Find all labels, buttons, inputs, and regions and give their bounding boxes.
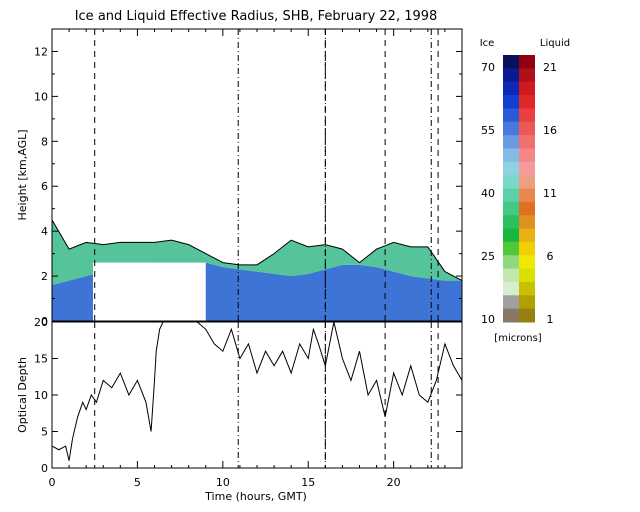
liquid-swatch-19 bbox=[519, 308, 535, 323]
liquid-tick-label-0: 21 bbox=[543, 61, 557, 74]
optical-depth-line bbox=[52, 322, 462, 461]
ice-tick-label-3: 25 bbox=[481, 250, 495, 263]
liquid-tick-label-3: 6 bbox=[547, 250, 554, 263]
ice-color-scale bbox=[503, 55, 519, 323]
ice-swatch-2 bbox=[503, 81, 519, 96]
ice-tick-label-0: 70 bbox=[481, 61, 495, 74]
x-axis-label: Time (hours, GMT) bbox=[204, 490, 307, 503]
top-y-tick-label-2: 4 bbox=[41, 225, 48, 238]
top-y-tick-label-1: 2 bbox=[41, 270, 48, 283]
bottom-y-axis: 0 5 10 15 20 bbox=[34, 316, 462, 475]
colorbar: Ice Liquid 70 55 40 25 10 21 16 11 6 1 [microns] bbox=[480, 38, 570, 344]
liquid-swatch-4 bbox=[519, 108, 535, 123]
ice-swatch-5 bbox=[503, 121, 519, 136]
liquid-swatch-10 bbox=[519, 188, 535, 203]
ice-swatch-9 bbox=[503, 175, 519, 189]
x-tick-label-0: 0 bbox=[49, 476, 56, 489]
top-y-axis: 0 2 4 6 8 10 12 bbox=[34, 28, 462, 328]
bottom-y-tick-label-0: 0 bbox=[41, 462, 48, 475]
ice-swatch-1 bbox=[503, 68, 519, 83]
top-y-tick-label-4: 8 bbox=[41, 135, 48, 148]
ice-swatch-0 bbox=[503, 55, 519, 69]
bottom-y-tick-label-4: 20 bbox=[34, 316, 48, 329]
ice-swatch-10 bbox=[503, 188, 519, 203]
x-tick-label-3: 15 bbox=[301, 476, 315, 489]
ice-swatch-4 bbox=[503, 108, 519, 123]
liquid-swatch-14 bbox=[519, 241, 535, 256]
ice-swatch-12 bbox=[503, 215, 519, 230]
bottom-y-axis-label: Optical Depth bbox=[16, 357, 29, 433]
ice-swatch-19 bbox=[503, 308, 519, 323]
liquid-swatch-5 bbox=[519, 121, 535, 136]
liquid-swatch-1 bbox=[519, 68, 535, 83]
liquid-swatch-17 bbox=[519, 281, 535, 296]
liquid-color-scale bbox=[519, 55, 535, 323]
bottom-y-tick-label-2: 10 bbox=[34, 389, 48, 402]
x-tick-label-2: 10 bbox=[216, 476, 230, 489]
top-y-tick-label-0: 0 bbox=[41, 315, 48, 328]
x-axis: 0 5 10 15 20 bbox=[49, 29, 446, 489]
ice-swatch-13 bbox=[503, 228, 519, 243]
ice-swatch-3 bbox=[503, 95, 519, 109]
colorbar-liquid-label: Liquid bbox=[540, 38, 570, 49]
liquid-swatch-0 bbox=[519, 55, 535, 69]
ice-swatch-8 bbox=[503, 161, 519, 176]
cloud-area bbox=[52, 29, 462, 321]
liquid-swatch-3 bbox=[519, 95, 535, 109]
liquid-swatch-12 bbox=[519, 215, 535, 230]
no-data-region bbox=[93, 262, 206, 321]
effective-radius-panel: 0 2 4 6 8 10 12 Height [km,AGL] bbox=[16, 28, 463, 328]
liquid-tick-label-4: 1 bbox=[547, 313, 554, 326]
ice-swatch-17 bbox=[503, 281, 519, 296]
top-y-axis-label: Height [km,AGL] bbox=[16, 129, 29, 220]
chart-title: Ice and Liquid Effective Radius, SHB, Fe… bbox=[75, 9, 438, 24]
colorbar-units-label: [microns] bbox=[494, 333, 541, 344]
ice-swatch-16 bbox=[503, 268, 519, 283]
top-y-tick-label-5: 10 bbox=[34, 90, 48, 103]
liquid-swatch-18 bbox=[519, 295, 535, 310]
ice-swatch-7 bbox=[503, 148, 519, 163]
x-tick-label-4: 20 bbox=[387, 476, 401, 489]
bottom-y-tick-label-1: 5 bbox=[41, 426, 48, 439]
ice-tick-label-2: 40 bbox=[481, 187, 495, 200]
mixed-layer bbox=[52, 219, 462, 286]
ice-swatch-11 bbox=[503, 201, 519, 216]
liquid-tick-label-1: 16 bbox=[543, 124, 557, 137]
liquid-swatch-15 bbox=[519, 255, 535, 270]
liquid-swatch-7 bbox=[519, 148, 535, 163]
liquid-swatch-8 bbox=[519, 161, 535, 176]
ice-swatch-18 bbox=[503, 295, 519, 310]
liquid-swatch-6 bbox=[519, 135, 535, 149]
liquid-swatch-16 bbox=[519, 268, 535, 283]
ice-swatch-6 bbox=[503, 135, 519, 149]
x-tick-label-1: 5 bbox=[134, 476, 141, 489]
ice-tick-label-1: 55 bbox=[481, 124, 495, 137]
colorbar-ice-label: Ice bbox=[480, 38, 495, 49]
ice-swatch-14 bbox=[503, 241, 519, 256]
bottom-y-tick-label-3: 15 bbox=[34, 353, 48, 366]
liquid-swatch-2 bbox=[519, 81, 535, 96]
ice-tick-label-4: 10 bbox=[481, 313, 495, 326]
liquid-swatch-9 bbox=[519, 175, 535, 189]
cloud-top-outline bbox=[52, 219, 462, 282]
top-y-tick-label-3: 6 bbox=[41, 180, 48, 193]
liquid-tick-label-2: 11 bbox=[543, 187, 557, 200]
optical-depth-plot-area bbox=[52, 322, 462, 468]
ice-swatch-15 bbox=[503, 255, 519, 270]
top-y-tick-label-6: 12 bbox=[34, 45, 48, 58]
liquid-swatch-11 bbox=[519, 201, 535, 216]
liquid-swatch-13 bbox=[519, 228, 535, 243]
colorbar-tick-labels: 70 55 40 25 10 21 16 11 6 1 bbox=[481, 61, 557, 326]
bottom-plot-frame bbox=[51, 321, 463, 469]
